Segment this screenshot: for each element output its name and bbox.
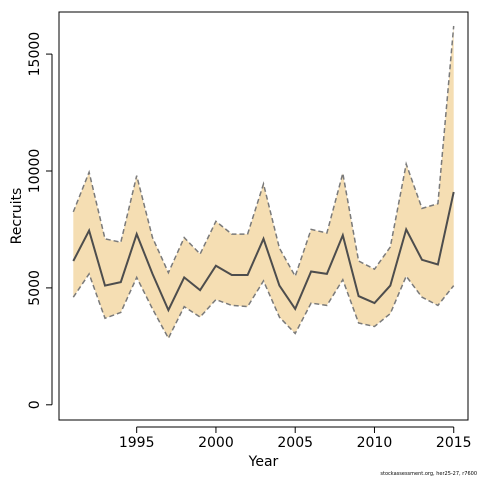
x-tick-label: 2005 (277, 435, 313, 451)
plot-frame (58, 11, 469, 421)
x-axis: 1995 2000 2005 2010 2015 (119, 426, 472, 451)
upper-bound-line (72, 25, 455, 279)
x-tick-label: 2010 (357, 435, 393, 451)
x-axis-label: Year (248, 454, 279, 470)
confidence-band (73, 26, 454, 339)
y-tick-label: 15000 (27, 32, 43, 77)
lower-bound-line (72, 272, 455, 340)
footer-credit: stockassessment.org, her25-27, r7600 (380, 471, 477, 477)
y-axis: 0 5000 10000 15000 (27, 32, 53, 409)
y-tick-label: 10000 (27, 149, 43, 194)
y-axis-label: Recruits (9, 188, 25, 245)
estimate-line (72, 191, 455, 313)
confidence-band-layer (73, 26, 454, 339)
y-tick-label: 5000 (27, 270, 43, 306)
y-tick-label: 0 (27, 400, 43, 409)
x-tick-label: 1995 (119, 435, 155, 451)
series-lines-layer (72, 25, 455, 340)
x-tick-label: 2015 (436, 435, 472, 451)
x-tick-label: 2000 (198, 435, 234, 451)
